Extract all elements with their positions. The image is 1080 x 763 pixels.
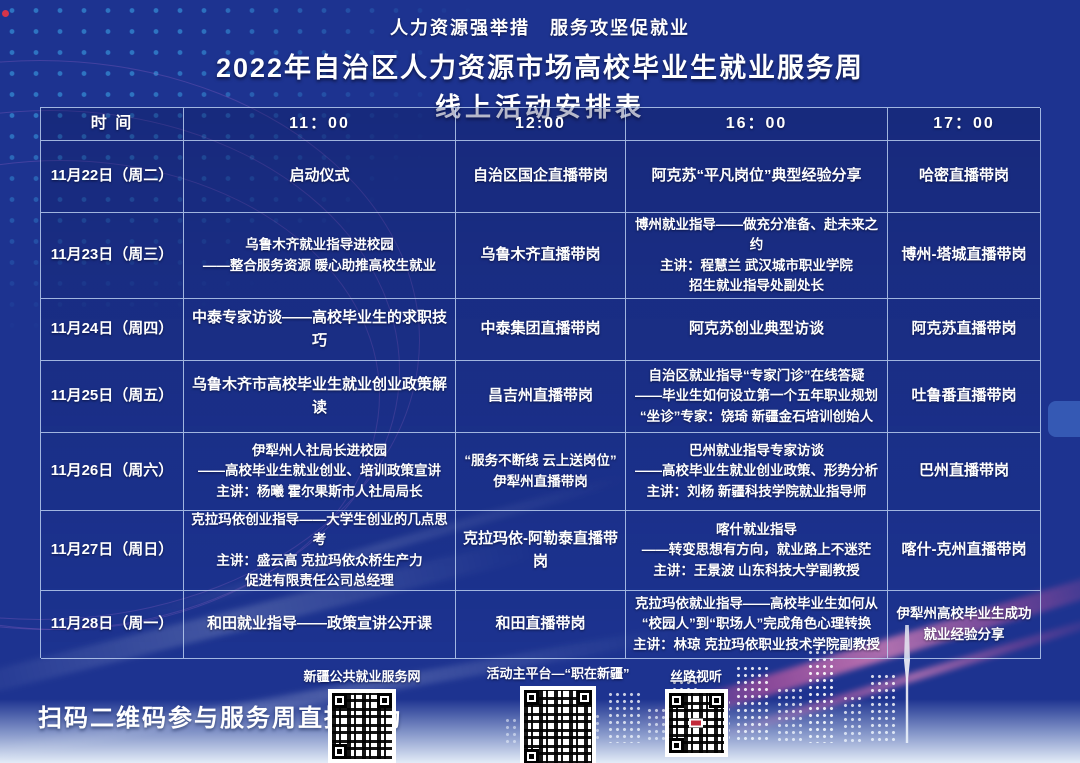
rounded-chip-decoration (1048, 401, 1080, 437)
schedule-table: 时 间 11：00 12:00 16：00 17：00 11月22日（周二） 启… (40, 107, 1041, 659)
qr-group-main-platform: 活动主平台—“职在新疆” (478, 663, 638, 763)
date-cell: 11月25日（周五） (41, 361, 184, 433)
schedule-cell: “服务不断线 云上送岗位” 伊犁州直播带岗 (456, 433, 626, 511)
schedule-cell: 喀什-克州直播带岗 (888, 511, 1041, 591)
date-cell: 11月26日（周六） (41, 433, 184, 511)
schedule-cell: 乌鲁木齐直播带岗 (456, 213, 626, 299)
schedule-cell: 克拉玛依创业指导——大学生创业的几点思考 主讲：盛云高 克拉玛依众桥生产力 促进… (184, 511, 456, 591)
time-header-cell: 16：00 (626, 108, 888, 141)
schedule-cell: 巴州直播带岗 (888, 433, 1041, 511)
schedule-cell: 博州就业指导——做充分准备、赴未来之约 主讲：程慧兰 武汉城市职业学院 招生就业… (626, 213, 888, 299)
schedule-cell: 启动仪式 (184, 141, 456, 213)
time-header-cell: 17：00 (888, 108, 1041, 141)
schedule-cell: 阿克苏直播带岗 (888, 299, 1041, 361)
schedule-cell: 博州-塔城直播带岗 (888, 213, 1041, 299)
qr-group-public-employment-site: 新疆公共就业服务网 (302, 666, 422, 763)
qr-label: 丝路视听 (669, 669, 722, 684)
schedule-cell: 昌吉州直播带岗 (456, 361, 626, 433)
qr-code[interactable] (520, 686, 596, 763)
schedule-cell: 克拉玛依-阿勒泰直播带岗 (456, 511, 626, 591)
schedule-cell: 哈密直播带岗 (888, 141, 1041, 213)
schedule-cell: 巴州就业指导专家访谈 ——高校毕业生就业创业政策、形势分析 主讲：刘杨 新疆科技… (626, 433, 888, 511)
schedule-cell: 阿克苏“平凡岗位”典型经验分享 (626, 141, 888, 213)
qr-group-silkroad-media: 丝路视听 (640, 666, 752, 757)
schedule-cell: 中泰集团直播带岗 (456, 299, 626, 361)
schedule-cell: 伊犁州高校毕业生成功 就业经验分享 (888, 591, 1041, 659)
schedule-cell: 克拉玛依就业指导——高校毕业生如何从 “校园人”到“职场人”完成角色心理转换 主… (626, 591, 888, 659)
schedule-cell: 伊犁州人社局长进校园 ——高校毕业生就业创业、培训政策宣讲 主讲：杨曦 霍尔果斯… (184, 433, 456, 511)
time-header-cell: 12:00 (456, 108, 626, 141)
qr-label: 新疆公共就业服务网 (303, 669, 421, 684)
schedule-cell: 中泰专家访谈——高校毕业生的求职技巧 (184, 299, 456, 361)
date-cell: 11月27日（周日） (41, 511, 184, 591)
schedule-cell: 吐鲁番直播带岗 (888, 361, 1041, 433)
time-header-cell: 时 间 (41, 108, 184, 141)
page-title: 2022年自治区人力资源市场高校毕业生就业服务周 (215, 53, 865, 83)
date-cell: 11月28日（周一） (41, 591, 184, 659)
qr-code[interactable] (328, 689, 396, 763)
schedule-cell: 喀什就业指导 ——转变思想有方向，就业路上不迷茫 主讲：王景波 山东科技大学副教… (626, 511, 888, 591)
date-cell: 11月23日（周三） (41, 213, 184, 299)
qr-code[interactable] (664, 689, 728, 757)
schedule-cell: 阿克苏创业典型访谈 (626, 299, 888, 361)
qr-label: 活动主平台—“职在新疆” (486, 666, 630, 681)
date-cell: 11月22日（周二） (41, 141, 184, 213)
date-cell: 11月24日（周四） (41, 299, 184, 361)
schedule-cell: 自治区国企直播带岗 (456, 141, 626, 213)
schedule-cell: 乌鲁木齐市高校毕业生就业创业政策解读 (184, 361, 456, 433)
schedule-cell: 和田直播带岗 (456, 591, 626, 659)
schedule-cell: 自治区就业指导“专家门诊”在线答疑 ——毕业生如何设立第一个五年职业规划 “坐诊… (626, 361, 888, 433)
qr-center-logo (689, 718, 703, 728)
schedule-cell: 和田就业指导——政策宣讲公开课 (184, 591, 456, 659)
time-header-cell: 11：00 (184, 108, 456, 141)
tagline: 人力资源强举措 服务攻坚促就业 (390, 18, 690, 38)
schedule-cell: 乌鲁木齐就业指导进校园 ——整合服务资源 暖心助推高校生就业 (184, 213, 456, 299)
